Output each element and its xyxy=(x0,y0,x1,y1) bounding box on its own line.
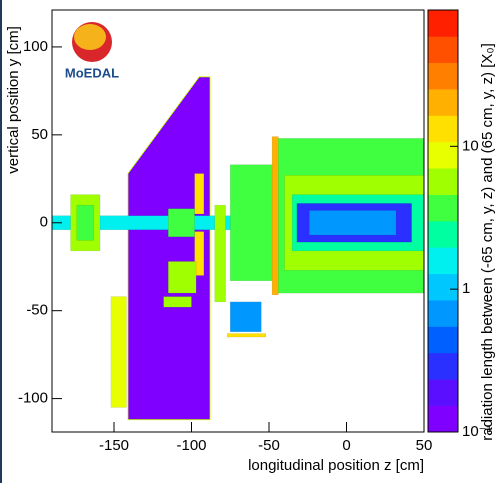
material-region xyxy=(168,261,197,294)
colorbar-tick-label: 10 xyxy=(462,137,479,154)
material-region xyxy=(127,76,211,421)
colorbar-band xyxy=(428,10,458,37)
logo: MoEDAL xyxy=(65,22,119,80)
colorbar-band xyxy=(428,89,458,116)
material-region xyxy=(194,231,205,276)
colorbar-band xyxy=(428,300,458,327)
frame xyxy=(51,9,425,433)
material-region xyxy=(214,204,226,303)
material-region xyxy=(168,208,195,238)
x-tick-label: 0 xyxy=(342,437,350,454)
plot xyxy=(51,76,425,421)
material-region xyxy=(226,333,267,338)
colorbar-band xyxy=(428,36,458,64)
colorbar-band xyxy=(428,62,458,90)
material-region xyxy=(110,296,127,408)
colorbar-label: radiation length between (-65 cm, y, z) … xyxy=(479,43,496,441)
colorbar-band xyxy=(428,247,458,275)
colorbar-tick-label: 1 xyxy=(462,280,470,297)
material-region xyxy=(163,296,192,308)
colorbar-band xyxy=(428,221,458,248)
colorbar-frame xyxy=(427,9,459,433)
colorbar-band xyxy=(428,352,458,380)
x-axis-label: longitudinal position z [cm] xyxy=(248,457,424,474)
material-region xyxy=(271,136,279,296)
colorbar-band xyxy=(428,379,458,406)
y-tick-label: 0 xyxy=(40,214,48,231)
logo-text: MoEDAL xyxy=(65,65,119,80)
y-tick-label: 50 xyxy=(31,126,48,143)
material-region xyxy=(194,173,205,215)
x-tick-label: -50 xyxy=(258,437,280,454)
x-tick-label: 50 xyxy=(416,437,433,454)
material-region xyxy=(230,301,262,333)
y-tick-label: -50 xyxy=(26,302,48,319)
colorbar-band xyxy=(428,168,458,195)
colorbar-tick-label: 10⁻¹ xyxy=(462,423,492,440)
material-region xyxy=(309,210,397,236)
colorbar-band xyxy=(428,194,458,222)
material-region xyxy=(76,204,95,241)
material-region xyxy=(230,164,277,282)
y-tick-label: 100 xyxy=(23,38,48,55)
x-tick-label: -100 xyxy=(176,437,206,454)
x-tick-label: -150 xyxy=(99,437,129,454)
y-axis-label: vertical position y [cm] xyxy=(5,26,22,174)
colorbar-band xyxy=(428,405,458,433)
colorbar-band xyxy=(428,273,458,301)
logo-icon xyxy=(74,24,106,50)
y-tick-label: -100 xyxy=(18,390,48,407)
colorbar-band xyxy=(428,326,458,354)
border xyxy=(0,0,2,483)
colorbar-band xyxy=(428,115,458,143)
